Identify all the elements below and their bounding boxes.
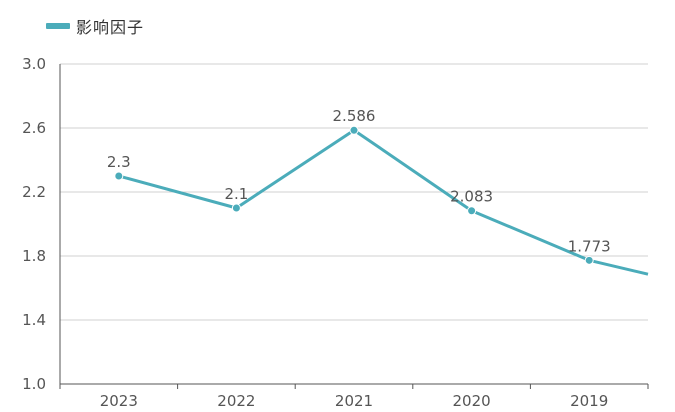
x-tick-label: 2019	[570, 392, 608, 410]
y-tick-label: 1.8	[22, 247, 46, 265]
y-tick-label: 3.0	[22, 55, 46, 73]
legend-swatch	[46, 23, 70, 29]
series-line	[118, 128, 649, 276]
data-point	[467, 206, 477, 216]
y-axis: 1.0 1.4 1.8 2.2 2.6 3.0	[22, 55, 61, 393]
y-tick-label: 1.4	[22, 311, 46, 329]
y-tick-label: 2.6	[22, 119, 46, 137]
chart-legend: 影响因子	[46, 14, 144, 38]
data-point	[349, 125, 359, 135]
x-tick-label: 2020	[453, 392, 491, 410]
y-tick-label: 2.2	[22, 183, 46, 201]
data-label: 2.083	[450, 188, 493, 206]
data-label: 2.1	[224, 185, 248, 203]
y-tick-label: 1.0	[22, 375, 46, 393]
x-tick-label: 2023	[100, 392, 138, 410]
data-point	[584, 255, 594, 265]
series-group: 2.3 2.1 2.586 2.083 1.773	[107, 107, 649, 276]
legend-label: 影响因子	[76, 18, 145, 37]
data-point	[114, 171, 124, 181]
data-point	[231, 203, 241, 213]
x-tick-label: 2022	[217, 392, 255, 410]
x-tick-label: 2021	[335, 392, 373, 410]
data-label: 1.773	[568, 237, 611, 255]
data-label: 2.586	[333, 107, 376, 125]
data-label: 2.3	[107, 153, 131, 171]
x-axis: 2023 2022 2021 2020 2019	[59, 383, 649, 410]
